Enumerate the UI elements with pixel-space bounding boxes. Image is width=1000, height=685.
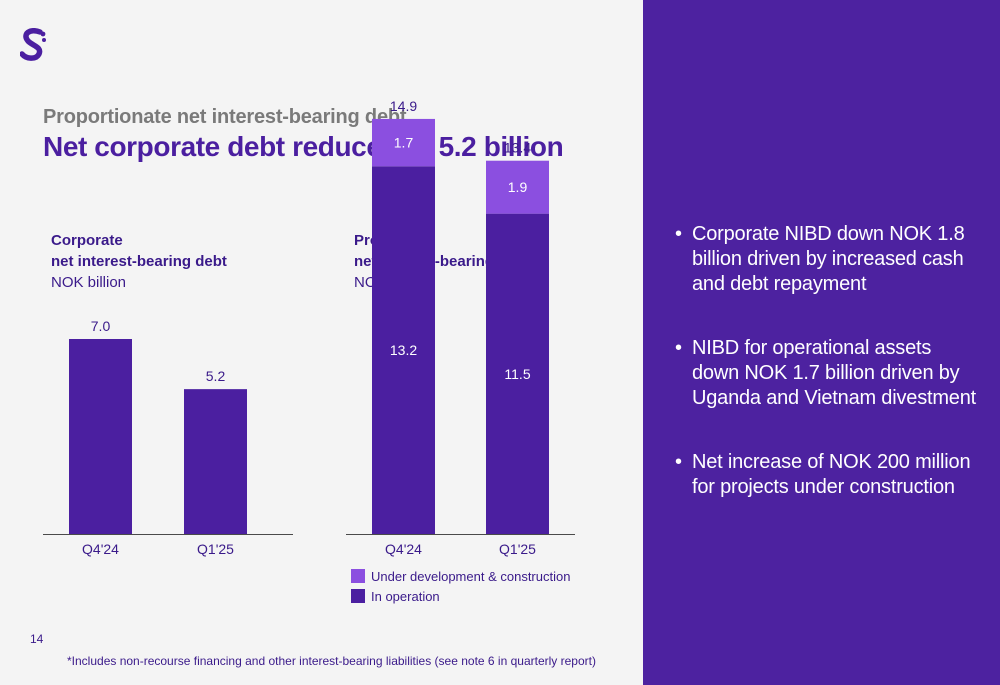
corporate-category-label: Q4'24 [82,541,119,557]
bullet-text: NIBD for operational assets down NOK 1.7… [692,337,977,409]
bullet-item: • Corporate NIBD down NOK 1.8 billion dr… [675,222,980,297]
project-total-label: 13.4 [504,140,531,156]
corporate-chart-title-line2: net interest-bearing debt [51,253,227,270]
legend-item-in-operation: In operation [351,586,570,606]
company-logo-icon [20,28,46,61]
legend-swatch-under-development [351,569,365,583]
slide-headline: Net corporate debt reduced to 5.2 billio… [43,131,564,162]
slide-kicker: Proportionate net interest-bearing debt [43,106,407,128]
footnote: *Includes non-recourse financing and oth… [67,654,596,668]
page-number: 14 [30,632,44,646]
corporate-category-label: Q1'25 [197,541,234,557]
legend-label-under-development: Under development & construction [371,568,571,584]
corporate-bar [184,389,247,534]
project-chart-legend: Under development & construction In oper… [351,566,570,606]
corporate-value-label: 7.0 [91,318,111,334]
bullet-item: • Net increase of NOK 200 million for pr… [675,450,980,500]
project-category-label: Q4'24 [385,541,422,557]
project-bar-in-operation-label: 13.2 [390,342,417,358]
bullet-dot-icon: • [675,451,682,473]
key-points-list: • Corporate NIBD down NOK 1.8 billion dr… [675,222,980,539]
project-total-label: 14.9 [390,98,417,114]
legend-label-in-operation: In operation [371,588,440,604]
bullet-dot-icon: • [675,223,682,245]
corporate-chart-title: Corporate net interest-bearing debt NOK … [51,230,227,293]
project-bar-under-development [372,118,435,167]
bullet-text: Net increase of NOK 200 million for proj… [692,451,971,498]
corporate-value-label: 5.2 [206,368,226,384]
bullet-item: • NIBD for operational assets down NOK 1… [675,336,980,411]
legend-swatch-in-operation [351,589,365,603]
bullet-dot-icon: • [675,337,682,359]
project-bar-under-development-label: 1.7 [394,135,414,151]
corporate-chart-title-line1: Corporate [51,232,123,249]
legend-item-under-development: Under development & construction [351,566,570,586]
corporate-chart-unit: NOK billion [51,274,127,291]
project-bar-under-development-label: 1.9 [508,179,528,195]
project-category-label: Q1'25 [499,541,536,557]
project-bar-under-development [486,160,549,214]
project-bar-in-operation [372,166,435,535]
project-bar-in-operation [486,213,549,534]
bullet-text: Corporate NIBD down NOK 1.8 billion driv… [692,223,965,295]
summary-panel [643,0,1000,685]
project-bar-in-operation-label: 11.5 [504,366,530,382]
corporate-bar [69,339,132,534]
